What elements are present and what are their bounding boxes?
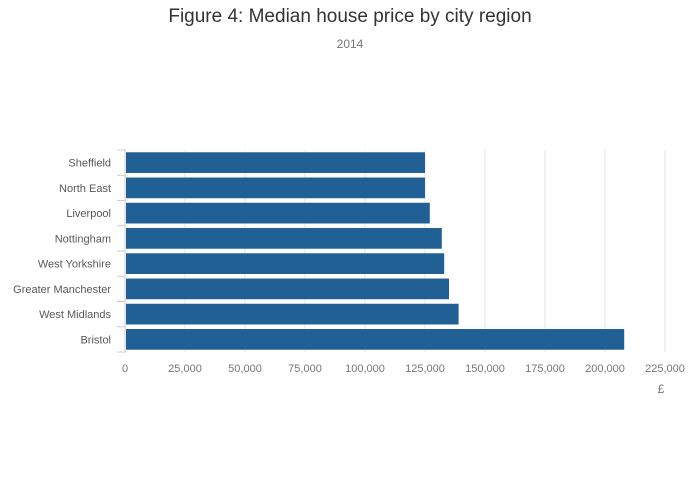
bar-liverpool: [126, 202, 430, 224]
x-tick-label: 200,000: [585, 363, 625, 375]
x-tick-label: 100,000: [345, 363, 385, 375]
bar-bristol: [126, 329, 625, 350]
category-label: North East: [59, 183, 111, 195]
bars: [126, 152, 625, 350]
chart-subtitle: 2014: [336, 37, 364, 51]
x-tick-label: 25,000: [168, 363, 202, 375]
x-tick-label: 175,000: [525, 363, 565, 375]
x-tick-label: 0: [122, 363, 128, 375]
category-label: Bristol: [80, 334, 111, 346]
category-label: West Yorkshire: [38, 259, 111, 271]
category-label: Sheffield: [68, 158, 111, 170]
x-tick-label: 125,000: [405, 363, 445, 375]
bar-greater-manchester: [126, 278, 449, 300]
x-tick-label: 75,000: [288, 363, 322, 375]
x-tick-label: 225,000: [645, 363, 685, 375]
bar-nottingham: [126, 228, 442, 249]
category-label: Nottingham: [55, 233, 111, 245]
category-label: West Midlands: [39, 309, 111, 321]
category-label: Liverpool: [66, 208, 111, 220]
bar-west-midlands: [126, 303, 459, 325]
bar-sheffield: [126, 152, 425, 173]
category-labels: Sheffield North East Liverpool Nottingham We…: [13, 158, 111, 347]
x-tick-labels: 0 25,000 50,000 75,000 100,000 125,000 150,000…: [122, 363, 685, 375]
category-label: Greater Manchester: [13, 284, 111, 296]
x-axis-title: £: [658, 382, 665, 396]
bar-north-east: [126, 177, 425, 199]
chart-title: Figure 4: Median house price by city reg…: [168, 6, 532, 27]
x-tick-label: 150,000: [465, 363, 505, 375]
bar-west-yorkshire: [126, 253, 445, 274]
y-axis: [117, 149, 126, 353]
x-tick-label: 50,000: [228, 363, 262, 375]
